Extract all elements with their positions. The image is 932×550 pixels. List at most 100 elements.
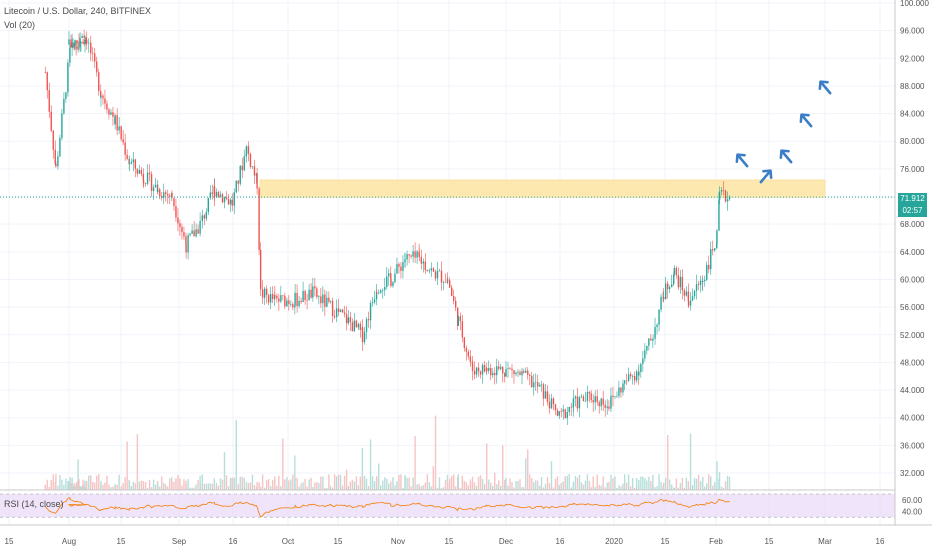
volume-bar bbox=[402, 487, 404, 490]
candle bbox=[57, 156, 59, 167]
volume-bar bbox=[314, 482, 316, 490]
volume-bar bbox=[271, 480, 274, 490]
y-tick-label: 88.000 bbox=[900, 82, 925, 91]
volume-bar bbox=[284, 479, 286, 490]
candle bbox=[322, 294, 324, 304]
volume-bar bbox=[159, 486, 161, 490]
volume-bar bbox=[620, 486, 622, 490]
volume-bar bbox=[422, 485, 424, 490]
volume-bar bbox=[432, 466, 434, 490]
volume-bar bbox=[608, 482, 610, 490]
candle bbox=[654, 326, 656, 339]
candle bbox=[219, 194, 222, 197]
resistance-zone bbox=[259, 179, 826, 198]
candle bbox=[550, 398, 553, 409]
candle bbox=[104, 98, 106, 104]
volume-bar bbox=[560, 482, 562, 490]
volume-bar bbox=[290, 479, 292, 490]
volume-bar bbox=[339, 474, 342, 490]
volume-bar bbox=[504, 479, 506, 490]
candle bbox=[511, 368, 513, 371]
candle bbox=[369, 303, 372, 321]
candle bbox=[86, 40, 88, 44]
volume-bar bbox=[223, 452, 226, 490]
candle bbox=[390, 278, 392, 286]
x-tick-label: Oct bbox=[282, 537, 295, 546]
candle bbox=[46, 72, 48, 91]
candle bbox=[459, 316, 462, 322]
volume-bar bbox=[523, 487, 525, 490]
candle bbox=[710, 249, 712, 270]
volume-bar bbox=[132, 481, 135, 490]
candle bbox=[98, 72, 100, 92]
candle bbox=[400, 266, 402, 271]
candle bbox=[502, 367, 504, 374]
volume-bar bbox=[213, 478, 215, 490]
candle bbox=[642, 358, 644, 364]
volume-bar bbox=[207, 483, 209, 490]
volume-bar bbox=[687, 481, 690, 490]
volume-bar bbox=[161, 476, 163, 490]
candle bbox=[278, 298, 280, 302]
volume-bar bbox=[614, 476, 616, 490]
candle bbox=[318, 296, 320, 298]
volume-bar bbox=[142, 487, 145, 490]
candle bbox=[357, 323, 360, 328]
candle bbox=[608, 406, 610, 409]
volume-bar bbox=[629, 486, 632, 490]
candle bbox=[335, 308, 338, 318]
candle bbox=[704, 279, 706, 282]
candle bbox=[73, 42, 75, 48]
symbol-title: Litecoin / U.S. Dollar, 240, BITFINEX bbox=[4, 6, 152, 16]
volume-bar bbox=[292, 474, 294, 490]
volume-bar bbox=[136, 434, 139, 490]
candle bbox=[671, 284, 673, 288]
volume-bar bbox=[328, 474, 330, 490]
candle bbox=[96, 61, 98, 73]
candle bbox=[102, 95, 104, 99]
volume-bar bbox=[351, 479, 354, 490]
volume-bar bbox=[612, 478, 614, 490]
candle bbox=[118, 126, 120, 131]
volume-bar bbox=[177, 474, 179, 490]
volume-bar bbox=[650, 480, 652, 490]
volume-bar bbox=[384, 477, 386, 490]
candle bbox=[191, 230, 193, 234]
volume-bar bbox=[542, 487, 545, 490]
volume-bar bbox=[582, 484, 585, 490]
volume-bar bbox=[584, 480, 587, 490]
candle bbox=[63, 98, 65, 114]
volume-bar bbox=[144, 481, 147, 490]
volume-bar bbox=[625, 482, 628, 490]
candle bbox=[451, 287, 453, 297]
candle bbox=[465, 347, 468, 352]
y-tick-label: 36.000 bbox=[900, 441, 925, 450]
candle bbox=[310, 289, 312, 298]
candle bbox=[163, 192, 165, 198]
candle bbox=[540, 384, 543, 386]
candle bbox=[343, 312, 346, 315]
volume-bar bbox=[414, 436, 416, 490]
volume-bar bbox=[426, 474, 428, 490]
candle bbox=[175, 206, 177, 218]
candle bbox=[535, 382, 537, 383]
volume-bar bbox=[227, 486, 230, 490]
candle bbox=[507, 368, 509, 369]
candle bbox=[223, 197, 226, 203]
volume-bar bbox=[114, 484, 116, 490]
volume-bar bbox=[586, 474, 589, 490]
candle bbox=[144, 183, 147, 184]
candle bbox=[55, 163, 57, 167]
candle bbox=[59, 138, 61, 157]
candle bbox=[375, 292, 378, 300]
x-tick-label: Dec bbox=[499, 537, 513, 546]
volume-bar bbox=[578, 474, 581, 490]
candle bbox=[695, 284, 698, 291]
candle bbox=[602, 398, 604, 405]
candle bbox=[568, 406, 570, 412]
candle bbox=[529, 374, 531, 376]
x-tick-label: Mar bbox=[818, 537, 832, 546]
candle bbox=[406, 254, 408, 260]
volume-bar bbox=[233, 477, 235, 490]
volume-bar bbox=[490, 482, 492, 490]
